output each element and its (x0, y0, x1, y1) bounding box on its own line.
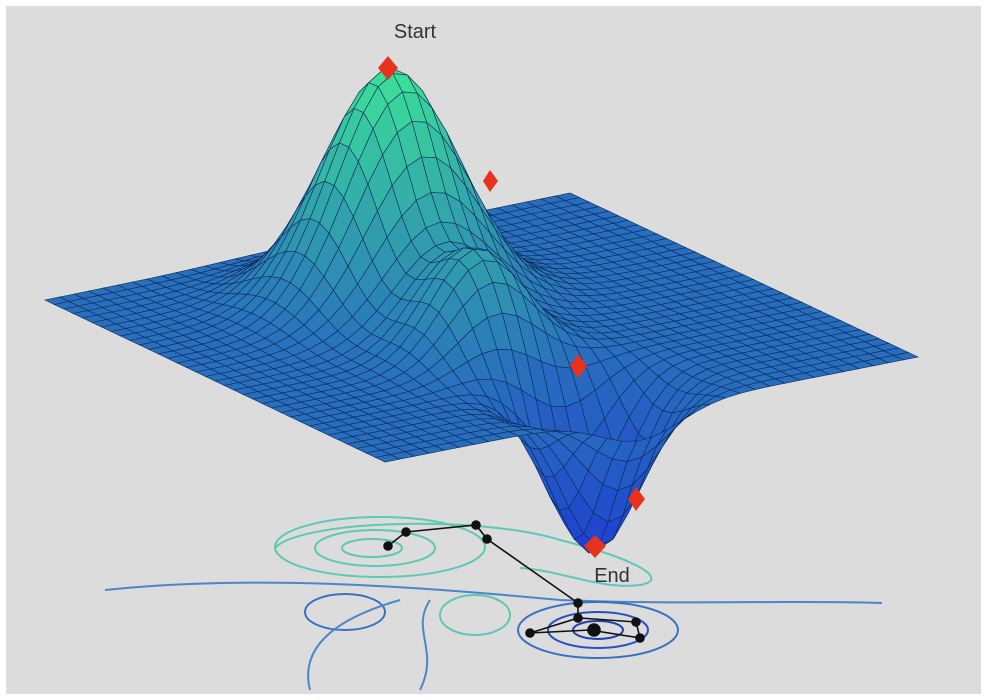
path-point (636, 634, 644, 642)
path-point (472, 521, 480, 529)
path-point (574, 599, 582, 607)
surface-plot: Start End (0, 0, 987, 700)
path-point (632, 618, 640, 626)
path-point (384, 542, 392, 550)
path-point (574, 614, 582, 622)
start-label: Start (394, 21, 437, 43)
page: Start End (() => { const data = JSON.par… (0, 0, 987, 700)
path-point (526, 629, 534, 637)
path-point (402, 528, 410, 536)
end-label: End (594, 565, 630, 587)
path-point (483, 535, 491, 543)
path-point (588, 624, 600, 636)
